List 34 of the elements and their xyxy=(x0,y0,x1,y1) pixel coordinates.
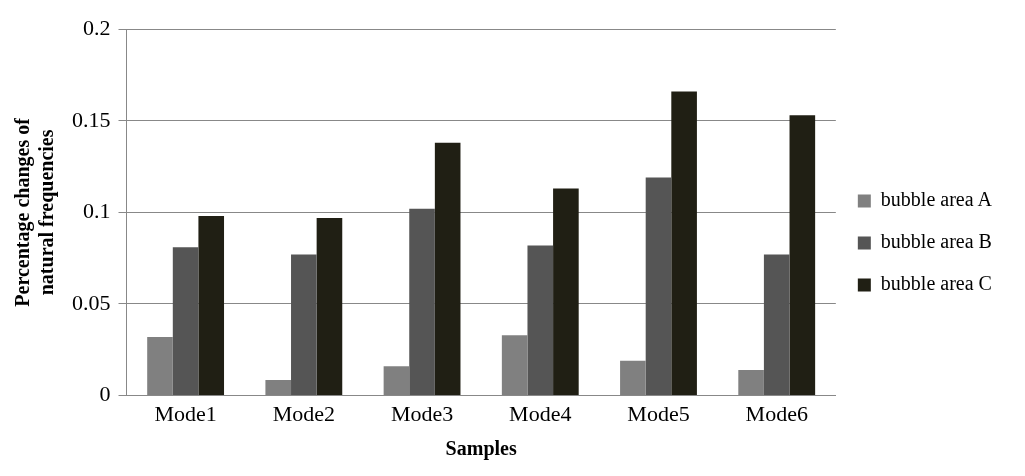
y-tick-label: 0.05 xyxy=(72,289,111,315)
bar xyxy=(265,380,292,396)
x-tick-label: Mode5 xyxy=(627,400,690,426)
y-tick-label: 0.1 xyxy=(83,198,111,224)
x-tick-label: Mode6 xyxy=(745,400,808,426)
bar xyxy=(789,115,816,396)
bar xyxy=(198,216,225,396)
bar xyxy=(291,254,317,396)
x-tick-label: Mode2 xyxy=(272,400,335,426)
bar xyxy=(316,217,343,396)
bar xyxy=(501,335,528,396)
y-tick-label: 0 xyxy=(99,381,111,407)
legend-label: bubble area B xyxy=(880,230,992,253)
bar xyxy=(645,177,672,396)
x-tick-label: Mode3 xyxy=(390,400,454,426)
legend-label: bubble area C xyxy=(880,272,992,295)
bar xyxy=(383,366,410,396)
bar xyxy=(147,336,173,396)
x-tick-label: Mode1 xyxy=(154,400,217,426)
bar xyxy=(434,142,461,396)
bar xyxy=(671,91,697,396)
bar xyxy=(527,245,554,396)
bar xyxy=(172,247,199,396)
y-tick-label: 0.15 xyxy=(72,106,111,132)
bar xyxy=(620,360,646,396)
bar xyxy=(763,254,790,396)
x-tick-label: Mode4 xyxy=(509,400,572,426)
x-axis-title: Samples xyxy=(445,437,517,461)
bar xyxy=(409,208,435,396)
bar xyxy=(553,188,579,396)
y-tick-label: 0.2 xyxy=(83,14,111,40)
legend-label: bubble area A xyxy=(880,188,993,211)
bar xyxy=(738,369,764,396)
y-axis-title: Percentage changes of natural frequencies xyxy=(11,117,59,307)
